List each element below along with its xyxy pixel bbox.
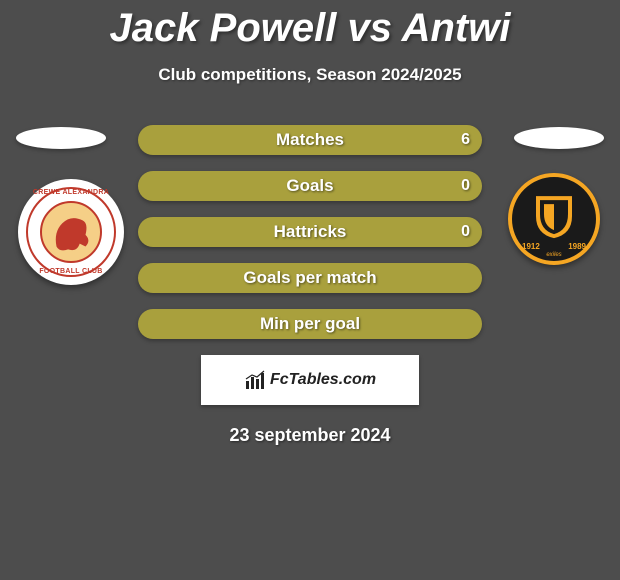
date-text: 23 september 2024 bbox=[0, 425, 620, 446]
stat-label: Min per goal bbox=[138, 309, 482, 339]
crest-left-inner bbox=[40, 201, 102, 263]
crest-right-year-left: 1912 bbox=[522, 242, 540, 251]
crest-right-year-right: 1989 bbox=[568, 242, 586, 251]
stat-right-value: 0 bbox=[461, 171, 470, 201]
lion-icon bbox=[42, 203, 100, 261]
bars-icon bbox=[244, 369, 266, 391]
stat-row-matches: Matches 6 bbox=[138, 125, 482, 155]
stat-label: Goals per match bbox=[138, 263, 482, 293]
club-crest-left: CREWE ALEXANDRA FOOTBALL CLUB bbox=[18, 179, 124, 285]
stat-row-hattricks: Hattricks 0 bbox=[138, 217, 482, 247]
subtitle: Club competitions, Season 2024/2025 bbox=[0, 65, 620, 85]
shield-icon bbox=[534, 194, 574, 240]
crest-left-bottom-text: FOOTBALL CLUB bbox=[18, 268, 124, 275]
stat-label: Hattricks bbox=[138, 217, 482, 247]
stat-row-goals: Goals 0 bbox=[138, 171, 482, 201]
club-crest-right: 1912 1989 exiles bbox=[508, 173, 600, 265]
crest-right-motto: exiles bbox=[512, 252, 596, 258]
comparison-body: CREWE ALEXANDRA FOOTBALL CLUB 1912 1989 … bbox=[0, 125, 620, 446]
fctables-label: FcTables.com bbox=[270, 371, 376, 389]
page-title: Jack Powell vs Antwi bbox=[0, 0, 620, 51]
stat-row-goals-per-match: Goals per match bbox=[138, 263, 482, 293]
stat-label: Matches bbox=[138, 125, 482, 155]
crest-left-top-text: CREWE ALEXANDRA bbox=[18, 189, 124, 196]
stat-right-value: 6 bbox=[461, 125, 470, 155]
fctables-link[interactable]: FcTables.com bbox=[201, 355, 419, 405]
stat-label: Goals bbox=[138, 171, 482, 201]
stat-rows: Matches 6 Goals 0 Hattricks 0 Goals per … bbox=[138, 125, 482, 339]
player-left-marker bbox=[16, 127, 106, 149]
player-right-marker bbox=[514, 127, 604, 149]
stat-row-min-per-goal: Min per goal bbox=[138, 309, 482, 339]
stat-right-value: 0 bbox=[461, 217, 470, 247]
